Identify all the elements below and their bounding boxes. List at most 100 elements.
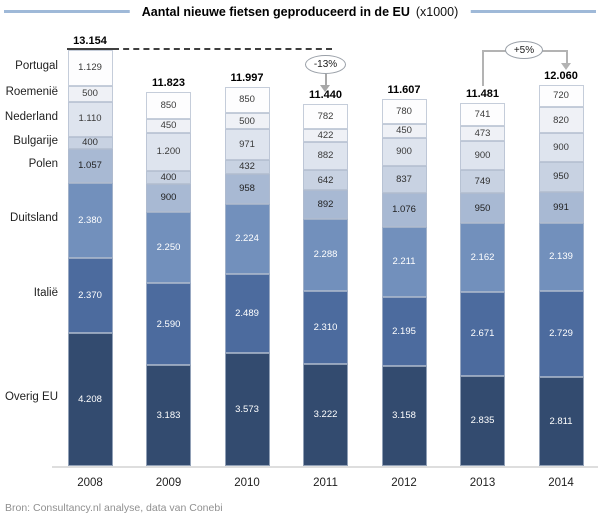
bar-segment: 1.200 <box>146 133 191 172</box>
category-label: Duitsland <box>10 212 58 225</box>
bar-segment: 850 <box>224 86 270 114</box>
bar-segment: 820 <box>538 107 584 134</box>
segment-value-label: 2.288 <box>313 249 338 261</box>
bar-segment: 971 <box>224 129 270 160</box>
bar-segment: 500 <box>224 113 270 130</box>
segment-value-label: 720 <box>553 90 569 102</box>
bar-segment: 450 <box>146 118 191 134</box>
rise-percentage-label: +5% <box>513 44 535 56</box>
bar-segment: 3.158 <box>381 366 427 466</box>
bar-segment: 2.671 <box>460 291 505 377</box>
chart-title: Aantal nieuwe fietsen geproduceerd in de… <box>129 3 471 21</box>
drop-percentage-badge: -13% <box>305 55 346 74</box>
bar-segment: 991 <box>538 191 584 224</box>
category-label: Roemenië <box>5 85 58 98</box>
total-label: 11.997 <box>230 71 264 84</box>
bar-segment: 720 <box>538 84 584 108</box>
year-label: 2011 <box>313 477 338 489</box>
segment-value-label: 1.057 <box>78 160 102 172</box>
segment-value-label: 749 <box>474 175 491 187</box>
bar-segment: 2.211 <box>381 226 427 297</box>
bar-segment: 900 <box>381 137 427 167</box>
segment-value-label: 1.200 <box>156 146 181 158</box>
rise-down-arrow-icon <box>566 50 568 64</box>
bar-column-2013: 11.481 741 473 900 749 950 2.162 2.671 2.835 <box>460 88 505 466</box>
bar-segment: 2.288 <box>303 218 348 291</box>
segment-value-label: 2.162 <box>470 251 495 263</box>
segment-value-label: 950 <box>553 171 569 182</box>
segment-value-label: 892 <box>317 198 334 210</box>
segment-value-label: 3.183 <box>156 409 181 421</box>
bar-column-2011: 11.440 782 422 882 642 892 2.288 2.310 3.222 <box>303 89 348 466</box>
chart-title-text: Aantal nieuwe fietsen geproduceerd in de… <box>141 5 410 19</box>
year-label: 2008 <box>77 477 103 489</box>
bar-segment: 2.224 <box>224 203 270 275</box>
segment-value-label: 2.489 <box>235 307 259 319</box>
segment-value-label: 900 <box>160 192 177 204</box>
year-label: 2013 <box>469 477 496 489</box>
bar-segment: 958 <box>224 173 270 204</box>
segment-value-label: 820 <box>553 114 569 126</box>
rise-down-arrowhead-icon <box>561 63 571 70</box>
reference-line-solid <box>67 48 113 50</box>
segment-value-label: 473 <box>474 128 491 140</box>
segment-value-label: 3.222 <box>313 409 338 421</box>
bar-segment: 837 <box>381 166 427 193</box>
bar-segment: 500 <box>67 85 113 102</box>
segment-value-label: 780 <box>396 105 412 117</box>
bar-segment: 782 <box>303 104 348 129</box>
bar-segment: 850 <box>146 92 191 119</box>
bar-segment: 2.380 <box>67 182 113 258</box>
bar-segment: 950 <box>538 161 584 192</box>
segment-value-label: 971 <box>239 138 255 150</box>
bar-segment: 3.222 <box>303 364 348 466</box>
bar-segment: 741 <box>460 102 505 127</box>
bar-segment: 400 <box>146 171 191 184</box>
chart-title-units: (x1000) <box>415 5 459 19</box>
segment-value-label: 4.208 <box>78 393 102 405</box>
segment-value-label: 422 <box>317 129 334 141</box>
bar-segment: 2.729 <box>538 290 584 378</box>
total-label: 11.481 <box>465 87 500 100</box>
bar-segment: 950 <box>460 193 505 224</box>
bar-segment: 2.195 <box>381 296 427 367</box>
segment-value-label: 950 <box>474 202 491 214</box>
segment-value-label: 642 <box>317 174 334 186</box>
bar-segment: 749 <box>460 169 505 194</box>
segment-value-label: 500 <box>239 115 255 127</box>
segment-value-label: 900 <box>396 146 412 158</box>
category-label: Polen <box>28 157 58 170</box>
segment-value-label: 2.224 <box>235 233 259 245</box>
segment-value-label: 837 <box>396 173 412 185</box>
reference-line-dashed <box>113 48 332 50</box>
category-label: Nederland <box>4 111 58 124</box>
bar-segment: 4.208 <box>67 332 113 466</box>
bar-segment: 780 <box>381 98 427 124</box>
segment-value-label: 782 <box>317 110 334 122</box>
bar-segment: 1.129 <box>67 50 113 86</box>
segment-value-label: 2.310 <box>313 321 338 333</box>
segment-value-label: 400 <box>82 137 98 149</box>
segment-value-label: 2.211 <box>392 255 416 267</box>
bar-segment: 900 <box>460 141 505 170</box>
segment-value-label: 400 <box>160 171 177 183</box>
bar-segment: 2.162 <box>460 223 505 292</box>
bar-segment: 2.489 <box>224 274 270 353</box>
segment-value-label: 882 <box>317 150 334 162</box>
segment-value-label: 2.590 <box>156 318 181 330</box>
rise-percentage-badge: +5% <box>505 41 543 59</box>
drop-percentage-label: -13% <box>313 59 338 70</box>
down-arrow-icon <box>325 74 327 86</box>
segment-value-label: 2.250 <box>156 242 181 254</box>
bar-segment: 900 <box>538 133 584 162</box>
segment-value-label: 2.729 <box>549 328 573 340</box>
category-label: Overig EU <box>4 391 58 404</box>
segment-value-label: 900 <box>474 149 491 161</box>
bar-segment: 642 <box>303 170 348 191</box>
bar-segment: 450 <box>381 123 427 138</box>
segment-value-label: 1.076 <box>392 203 416 215</box>
bar-segment: 2.811 <box>538 377 584 466</box>
total-label: 11.607 <box>387 83 421 96</box>
total-label: 13.154 <box>73 35 107 47</box>
